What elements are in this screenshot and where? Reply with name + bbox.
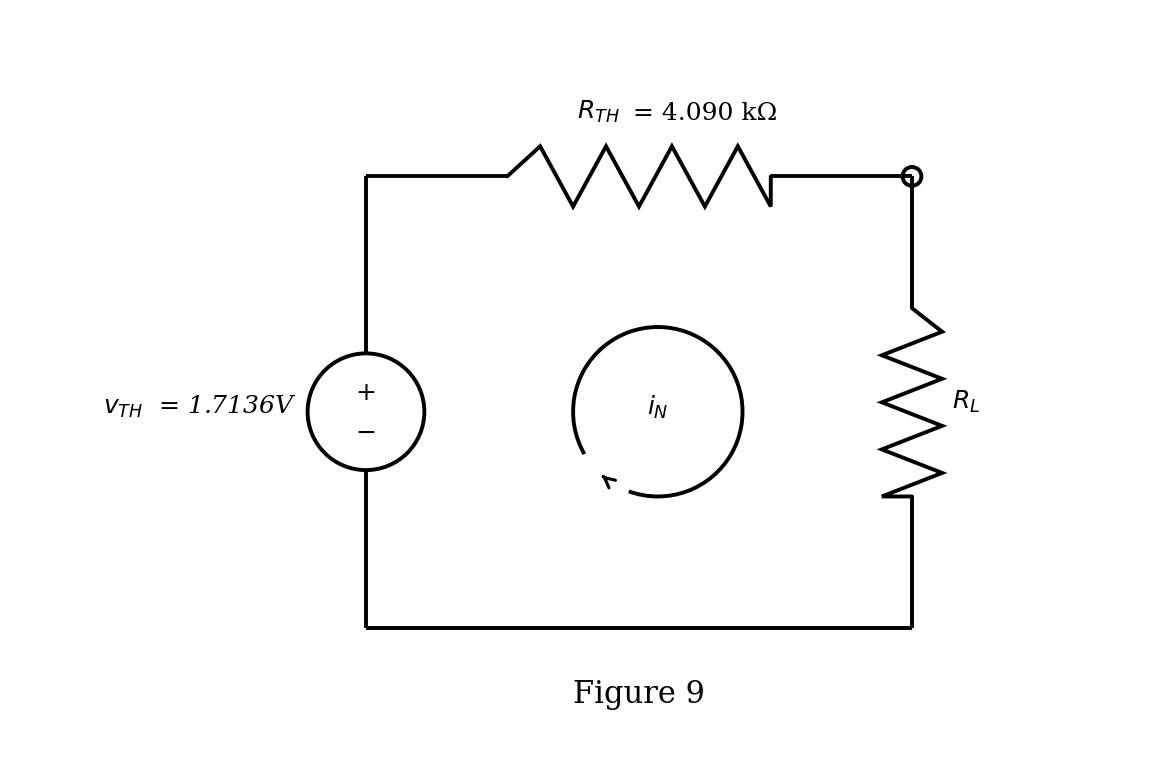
Text: +: + xyxy=(355,381,376,405)
Text: $R_{L}$: $R_{L}$ xyxy=(952,389,980,416)
Text: −: − xyxy=(355,420,376,444)
Text: $i_{N}$: $i_{N}$ xyxy=(647,393,669,420)
Text: = 4.090 kΩ: = 4.090 kΩ xyxy=(624,101,777,124)
Text: Figure 9: Figure 9 xyxy=(573,679,705,709)
Text: $v_{TH}$  = 1.7136V: $v_{TH}$ = 1.7136V xyxy=(103,394,296,420)
Text: $R_{TH}$: $R_{TH}$ xyxy=(578,98,620,124)
